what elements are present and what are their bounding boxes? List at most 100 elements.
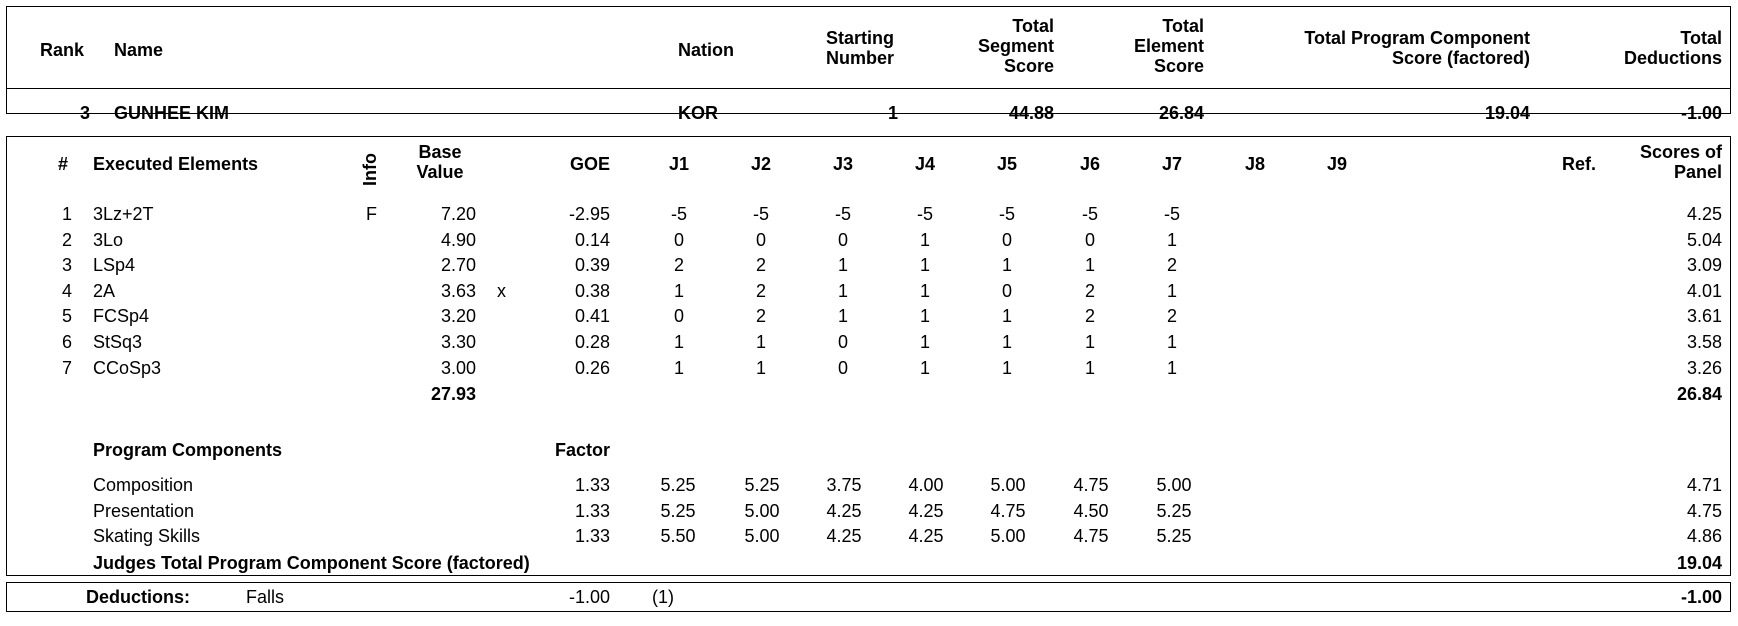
element-base-value: 7.20 <box>440 204 476 224</box>
element-judge-score: 2 <box>755 280 766 301</box>
element-name: CCoSp3 <box>93 357 162 378</box>
summary-divider <box>7 88 1730 89</box>
component-factor: 1.33 <box>574 475 610 495</box>
element-panel-score: 4.25 <box>1686 204 1722 224</box>
judges-total-pcs-label: Judges Total Program Component Score (fa… <box>93 553 530 573</box>
element-judge-score: 2 <box>755 255 766 276</box>
component-judge-score: 4.25 <box>826 500 862 521</box>
judge-header-7: J7 <box>1161 154 1183 174</box>
component-judge-score: 5.00 <box>744 500 780 521</box>
element-name: 3Lo <box>93 229 124 250</box>
element-judge-score: 1 <box>919 357 930 378</box>
element-num: 5 <box>61 306 72 327</box>
element-num: 7 <box>61 357 72 378</box>
elements-total-score: 26.84 <box>1676 384 1722 404</box>
deductions-type: Falls <box>246 587 285 607</box>
judge-header-9: J9 <box>1326 154 1348 174</box>
elements-total-base: 27.93 <box>430 384 476 404</box>
factor-header: Factor <box>554 440 610 460</box>
element-panel-score: 3.09 <box>1686 255 1722 276</box>
component-judge-score: 4.25 <box>908 500 944 521</box>
component-judge-score: 4.50 <box>1073 500 1109 521</box>
element-judge-score: 1 <box>1084 357 1095 378</box>
element-judge-score: 1 <box>755 357 766 378</box>
element-judge-score: 1 <box>1166 229 1177 250</box>
element-judge-score: -5 <box>1081 204 1098 224</box>
deductions-value: -1.00 <box>568 587 610 607</box>
element-judge-score: 2 <box>673 255 684 276</box>
judges-total-pcs-score: 19.04 <box>1676 553 1722 573</box>
component-judge-score: 4.75 <box>1073 475 1109 495</box>
element-base-value: 2.70 <box>440 255 476 276</box>
judge-header-8: J8 <box>1244 154 1266 174</box>
skater-total-element: 26.84 <box>1158 103 1204 123</box>
name-header: Name <box>114 40 164 60</box>
element-judge-score: 1 <box>673 332 684 352</box>
component-judge-score: 5.00 <box>990 475 1026 495</box>
skater-summary-box <box>6 6 1731 114</box>
element-judge-score: 1 <box>1001 306 1012 327</box>
component-judge-score: 5.25 <box>1156 526 1192 547</box>
element-name: 2A <box>93 280 116 301</box>
score-detail-box <box>6 136 1731 576</box>
component-panel-score: 4.71 <box>1686 475 1722 495</box>
element-base-value: 3.00 <box>440 357 476 378</box>
element-judge-score: -5 <box>998 204 1015 224</box>
deductions-label: Deductions: <box>86 587 191 607</box>
skater-name: GUNHEE KIM <box>114 103 230 123</box>
element-judge-score: 0 <box>673 306 684 327</box>
component-judge-score: 4.00 <box>908 475 944 495</box>
element-judge-score: 1 <box>1166 357 1177 378</box>
element-base-value: 3.20 <box>440 306 476 327</box>
element-goe: 0.38 <box>574 280 610 301</box>
skater-total-deductions: -1.00 <box>1680 103 1722 123</box>
total-segment-header: Total Segment Score <box>977 16 1054 76</box>
component-judge-score: 5.25 <box>660 475 696 495</box>
element-judge-score: 0 <box>837 332 848 352</box>
element-panel-score: 5.04 <box>1686 229 1722 250</box>
element-judge-score: 1 <box>1084 332 1095 352</box>
element-judge-score: 2 <box>1166 306 1177 327</box>
total-deductions-header: Total Deductions <box>1623 28 1722 68</box>
element-judge-score: 0 <box>755 229 766 250</box>
element-num: 4 <box>61 280 72 301</box>
element-goe: 0.14 <box>574 229 610 250</box>
skater-total-segment: 44.88 <box>1008 103 1054 123</box>
element-judge-score: 1 <box>919 280 930 301</box>
element-goe: 0.39 <box>574 255 610 276</box>
component-judge-score: 4.25 <box>908 526 944 547</box>
element-base-value: 4.90 <box>440 229 476 250</box>
base-value-header: Base Value <box>416 142 464 182</box>
element-goe: 0.26 <box>574 357 610 378</box>
ref-header: Ref. <box>1562 154 1597 174</box>
element-judge-score: 1 <box>1166 332 1177 352</box>
element-name: StSq3 <box>93 332 143 352</box>
element-num: 3 <box>61 255 72 276</box>
total-element-header: Total Element Score <box>1133 16 1204 76</box>
element-panel-score: 3.58 <box>1686 332 1722 352</box>
element-judge-score: -5 <box>834 204 851 224</box>
element-judge-score: 0 <box>1084 229 1095 250</box>
component-judge-score: 5.25 <box>660 500 696 521</box>
component-judge-score: 4.75 <box>1073 526 1109 547</box>
element-goe: 0.28 <box>574 332 610 352</box>
skater-rank: 3 <box>80 103 91 123</box>
component-name: Skating Skills <box>93 526 201 547</box>
element-judge-score: 1 <box>673 357 684 378</box>
component-judge-score: 5.00 <box>990 526 1026 547</box>
element-num: 1 <box>61 204 72 224</box>
element-judge-score: 1 <box>919 306 930 327</box>
component-judge-score: 4.25 <box>826 526 862 547</box>
element-judge-score: 1 <box>673 280 684 301</box>
element-panel-score: 3.26 <box>1686 357 1722 378</box>
judge-header-5: J5 <box>996 154 1018 174</box>
element-judge-score: -5 <box>916 204 933 224</box>
deductions-box <box>6 582 1731 612</box>
component-judge-score: 5.25 <box>1156 500 1192 521</box>
component-judge-score: 5.25 <box>744 475 780 495</box>
component-judge-score: 5.00 <box>1156 475 1192 495</box>
goe-header: GOE <box>569 154 610 174</box>
element-judge-score: 1 <box>755 332 766 352</box>
element-judge-score: 2 <box>1166 255 1177 276</box>
judge-header-4: J4 <box>914 154 936 174</box>
